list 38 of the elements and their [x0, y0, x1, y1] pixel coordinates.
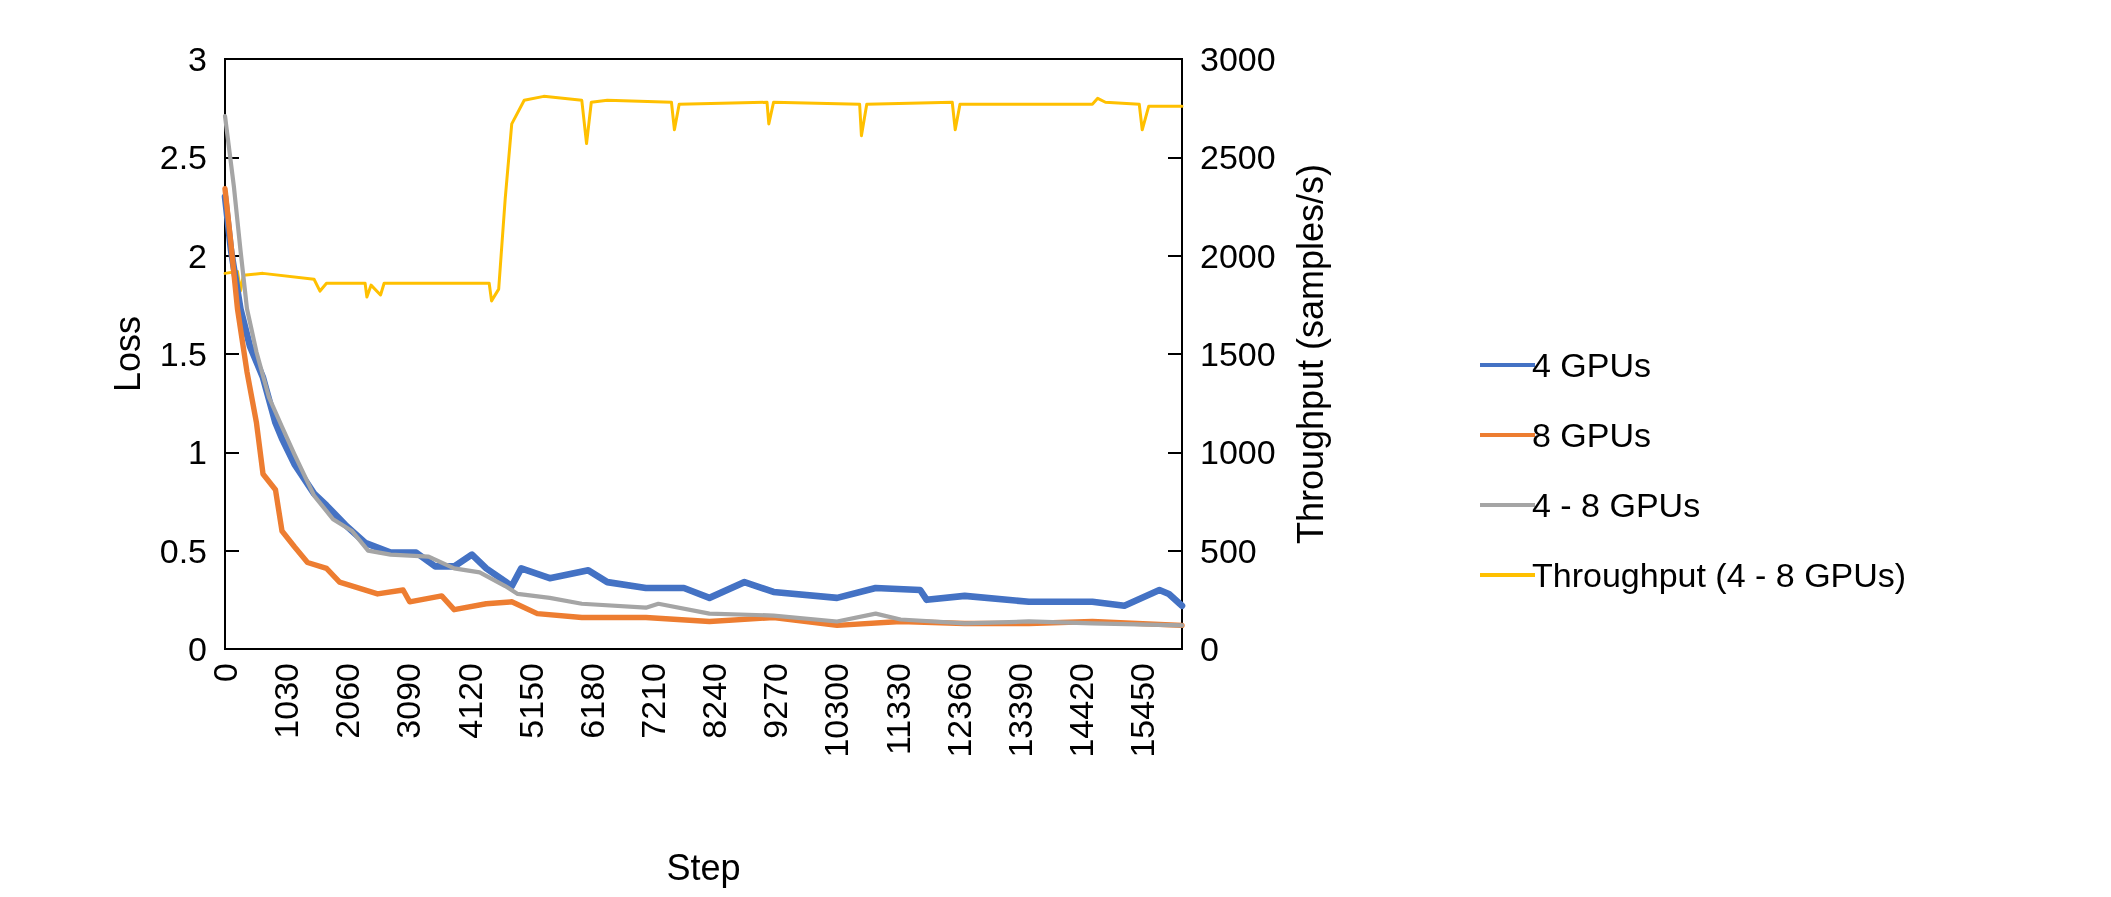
- x-tick-label: 10300: [817, 663, 856, 758]
- y-tick-label: 2: [188, 236, 207, 275]
- y-tick-label: 1: [188, 433, 207, 472]
- x-tick-label: 3090: [389, 663, 428, 739]
- x-tick-label: 11330: [878, 663, 917, 756]
- y2-tick-label: 1500: [1200, 335, 1276, 373]
- x-tick-label: 15450: [1123, 663, 1162, 758]
- x-tick-label: 12360: [939, 663, 978, 758]
- y-tick-label: 1.5: [159, 335, 207, 373]
- legend-label: 4 GPUs: [1532, 346, 1652, 384]
- x-axis-title: Step: [666, 846, 741, 888]
- y2-tick-label: 1000: [1200, 433, 1276, 472]
- x-tick-label: 13390: [1000, 663, 1039, 758]
- y2-axis-title: Throughput (samples/s): [1289, 163, 1331, 545]
- y2-tick-label: 2500: [1200, 138, 1276, 177]
- legend-label: 4 - 8 GPUs: [1532, 486, 1701, 524]
- legend-label: 8 GPUs: [1532, 416, 1652, 454]
- legend-label: Throughput (4 - 8 GPUs): [1532, 556, 1907, 594]
- x-tick-label: 1030: [267, 663, 306, 739]
- x-tick-label: 8240: [695, 663, 734, 739]
- x-tick-label: 4120: [450, 663, 489, 739]
- y-tick-label: 2.5: [159, 138, 207, 177]
- y-tick-label: 3: [188, 40, 207, 78]
- y-tick-label: 0.5: [159, 531, 207, 570]
- y-axis-title: Loss: [106, 315, 148, 393]
- x-tick-label: 2060: [328, 663, 367, 739]
- y2-tick-label: 500: [1200, 531, 1257, 570]
- x-tick-label: 9270: [756, 663, 795, 739]
- y2-tick-label: 3000: [1200, 40, 1276, 78]
- y2-tick-label: 0: [1200, 630, 1219, 668]
- x-tick-label: 0: [206, 663, 244, 682]
- x-tick-label: 6180: [572, 663, 611, 739]
- line-series: [223, 94, 1184, 303]
- x-tick-label: 5150: [511, 663, 550, 739]
- y2-tick-label: 2000: [1200, 236, 1276, 275]
- y-tick-label: 0: [188, 630, 207, 668]
- x-tick-label: 14420: [1062, 663, 1101, 758]
- x-tick-label: 7210: [634, 663, 673, 739]
